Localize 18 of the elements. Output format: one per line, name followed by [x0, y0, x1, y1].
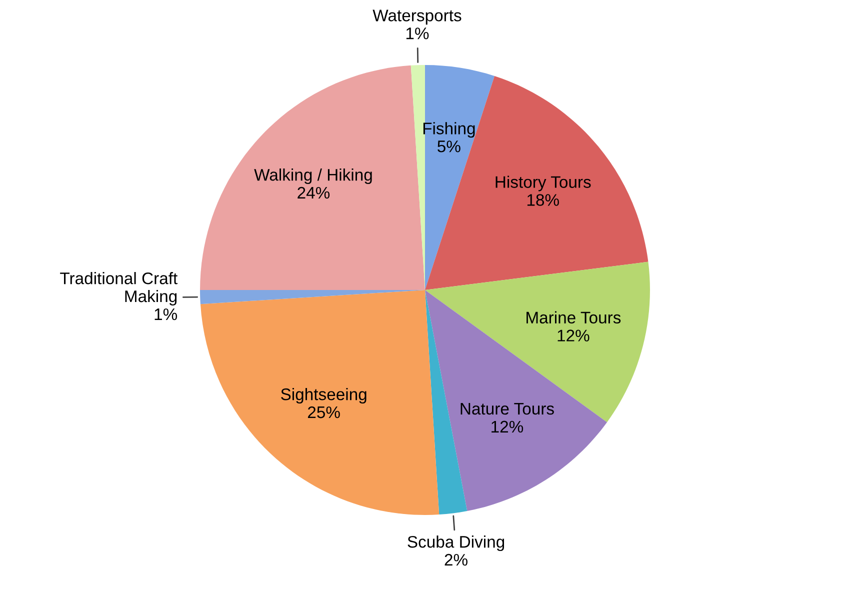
- data-label: 12%: [492, 420, 524, 433]
- slice-label: Nature Tours: [460, 403, 554, 415]
- data-label: 1%: [154, 308, 178, 320]
- data-label: 18%: [527, 194, 559, 206]
- slice-label: Watersports: [372, 10, 462, 25]
- slice-label: Marine Tours: [526, 311, 621, 324]
- data-label: 12%: [558, 330, 590, 342]
- slice-label: History Tours: [496, 176, 591, 192]
- slice-label: Sightseeing: [281, 388, 366, 404]
- slice-label: Walking / Hiking: [254, 168, 372, 184]
- slice-label: Fishing: [423, 122, 475, 138]
- data-label: 1%: [406, 28, 429, 40]
- data-label: 24%: [298, 186, 330, 199]
- slice-label: Traditional Craft Making: [60, 272, 178, 306]
- slice-label: Scuba Diving: [408, 536, 504, 552]
- data-label: 25%: [308, 406, 340, 418]
- data-label: 2%: [444, 554, 468, 566]
- data-label: 5%: [438, 140, 460, 152]
